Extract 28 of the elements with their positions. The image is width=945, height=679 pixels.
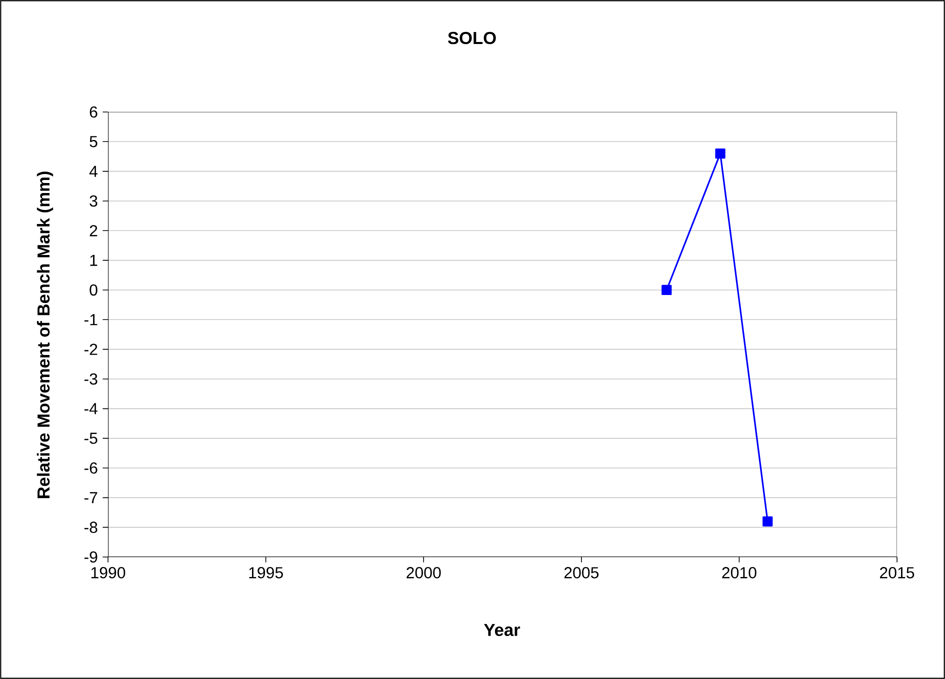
y-tick-label: 1 <box>90 254 98 266</box>
y-tick-label: 2 <box>90 225 98 236</box>
y-tick-label: -4 <box>84 403 98 414</box>
y-tick-label: -7 <box>84 492 98 504</box>
x-tick-label: 2015 <box>880 567 914 578</box>
y-tick-label: -2 <box>84 344 98 355</box>
x-tick-label: 1990 <box>91 567 126 578</box>
y-tick-label: -1 <box>84 314 98 326</box>
x-tick-label: 2010 <box>722 567 756 578</box>
y-tick-label: 0 <box>90 284 98 296</box>
y-tick-label: 3 <box>90 195 98 207</box>
x-tick-label: 2005 <box>564 567 599 578</box>
y-axis-title: Relative Movement of Bench Mark (mm) <box>36 172 54 498</box>
point <box>762 516 773 526</box>
point <box>662 284 672 296</box>
chart-title: SOLO <box>448 32 496 44</box>
x-axis-title: Year <box>484 624 520 636</box>
point <box>715 148 726 159</box>
y-tick-label: -8 <box>84 522 98 533</box>
y-tick-label: 5 <box>90 136 98 148</box>
y-tick-label: 4 <box>89 166 98 177</box>
y-tick-label: 6 <box>90 106 98 118</box>
y-tick-label: -5 <box>84 432 98 444</box>
y-tick-label: -9 <box>84 551 98 563</box>
y-tick-label: -3 <box>84 373 98 385</box>
x-tick-label: 1995 <box>249 567 283 578</box>
x-tick-label: 2000 <box>406 567 441 578</box>
y-tick-label: -6 <box>84 462 98 474</box>
